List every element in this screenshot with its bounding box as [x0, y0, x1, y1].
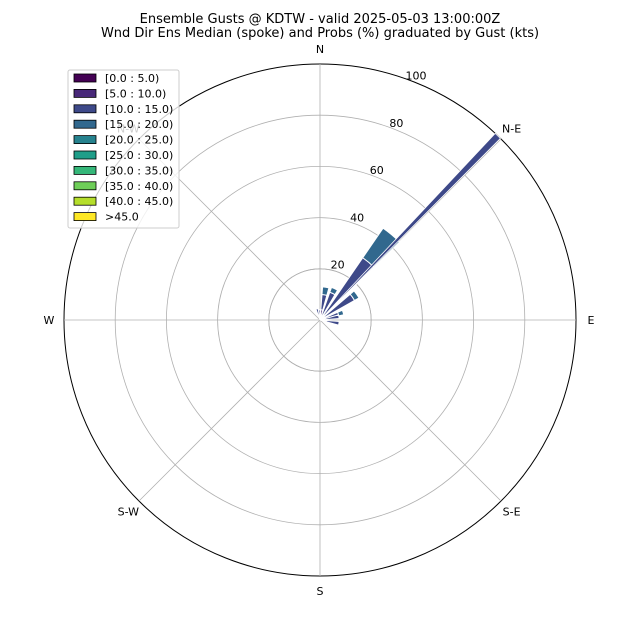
legend-swatch: [73, 89, 97, 98]
bar-segment: [325, 319, 340, 326]
bar-segment: [362, 227, 401, 268]
legend: [0.0 : 5.0) [5.0 : 10.0) [10.0 : 15.0) [15.…: [67, 69, 180, 229]
median-spoke-wedge: [319, 132, 501, 321]
bar-segment: [336, 309, 345, 317]
legend-label: [35.0 : 40.0): [105, 180, 173, 193]
legend-label: [25.0 : 30.0): [105, 149, 173, 162]
direction-label: N: [316, 43, 324, 56]
grid-spoke: [138, 319, 321, 502]
direction-label: S-W: [118, 506, 140, 519]
bar-segment: [349, 290, 360, 302]
direction-label: S: [317, 585, 324, 598]
chart-subtitle: Wnd Dir Ens Median (spoke) and Probs (%)…: [101, 26, 539, 41]
legend-label: [20.0 : 25.0): [105, 134, 173, 147]
legend-swatch: [73, 196, 97, 206]
legend-label: [15.0 : 20.0): [105, 118, 173, 131]
legend-swatch: [73, 181, 97, 191]
bar-segment: [315, 308, 320, 318]
polar-grid: [63, 63, 577, 577]
radial-tick-label: 60: [370, 164, 384, 177]
radial-tick-labels: 20 40 60 80 100: [331, 69, 427, 271]
direction-labels: NN-EES-ESS-WWN-W: [44, 43, 595, 598]
bar-segment: [323, 314, 340, 321]
grid-spoke: [319, 319, 502, 502]
chart-title: Ensemble Gusts @ KDTW - valid 2025-05-03…: [140, 12, 501, 27]
radial-tick-label: 80: [389, 117, 403, 130]
radial-tick-label: 40: [350, 211, 364, 224]
sector-bars: [315, 227, 401, 326]
legend-swatch: [73, 135, 97, 145]
direction-label: N-E: [502, 122, 521, 135]
direction-label: W: [44, 314, 55, 327]
radial-tick-label: 20: [331, 259, 345, 272]
bar-segment: [321, 286, 330, 296]
legend-label: [10.0 : 15.0): [105, 103, 173, 116]
legend-swatch: [73, 73, 97, 83]
legend-swatch: [73, 119, 97, 129]
legend-label: [5.0 : 10.0): [105, 87, 166, 100]
legend-label: [0.0 : 5.0): [105, 72, 159, 85]
legend-label: >45.0: [105, 211, 139, 224]
legend-swatch: [73, 104, 97, 114]
legend-swatch: [73, 165, 97, 175]
median-spoke: [319, 132, 501, 321]
direction-label: S-E: [503, 506, 521, 519]
legend-label: [40.0 : 45.0): [105, 195, 173, 208]
radial-tick-label: 100: [405, 69, 426, 82]
legend-swatch: [73, 212, 97, 222]
legend-swatch: [73, 150, 97, 160]
legend-label: [30.0 : 35.0): [105, 164, 173, 177]
bar-segment: [329, 286, 339, 296]
direction-label: E: [588, 314, 595, 327]
